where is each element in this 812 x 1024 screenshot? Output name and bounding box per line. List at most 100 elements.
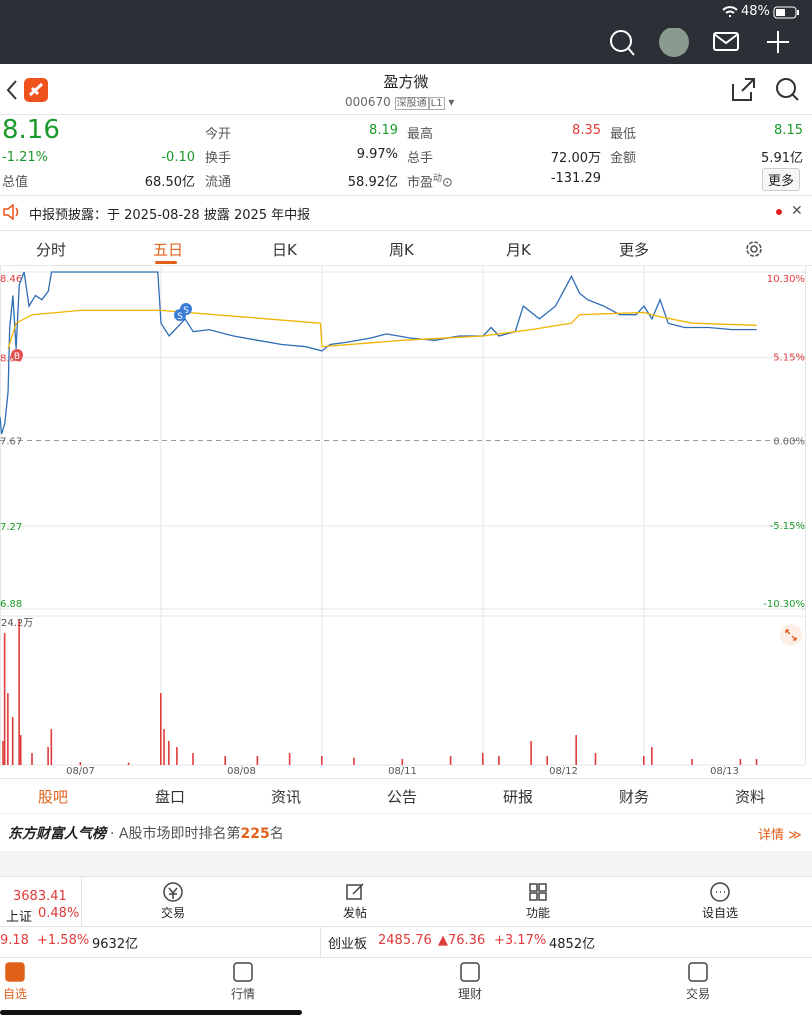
notice-dot: [776, 209, 782, 215]
icon: [163, 882, 183, 902]
icon: [710, 882, 730, 902]
tabbar-icon[interactable]: [232, 961, 254, 983]
price-line: [0, 271, 757, 435]
volume-bar: [755, 759, 758, 765]
trade-marker: [11, 349, 23, 361]
volume-bar: [546, 756, 548, 765]
ticker: 9.18 +1.58% 9632亿 创业板 2485.76 ▲76.36 +3.…: [0, 926, 812, 958]
info-tab[interactable]: 盘口: [155, 788, 186, 806]
toolbar-button[interactable]: 发帖: [342, 906, 367, 920]
banner-lead: · A股市场即时排名第: [110, 826, 241, 842]
settings-icon[interactable]: [744, 239, 764, 259]
volume-bar: [163, 729, 165, 765]
x-tick-label: 08/08: [227, 766, 256, 777]
volume-bar: [31, 753, 33, 765]
chart-tab[interactable]: 更多: [619, 241, 650, 259]
back-and-logo[interactable]: [4, 76, 52, 104]
volume-bar: [353, 757, 355, 765]
chart-tab[interactable]: 日K: [272, 241, 297, 259]
trade-marker-label: S: [177, 312, 183, 322]
spacer: [0, 851, 812, 876]
y-tick-label: 7.67: [0, 437, 22, 448]
top-actions[interactable]: [608, 28, 798, 58]
tabbar-icon[interactable]: [687, 961, 709, 983]
volume-bar: [11, 717, 14, 765]
expand-button[interactable]: [780, 624, 802, 646]
toolbar-button[interactable]: 交易: [160, 906, 185, 920]
icon: [529, 883, 547, 901]
chart-tab[interactable]: 分时: [36, 241, 67, 259]
ticker-value: 2485.76: [378, 933, 432, 948]
field-label: 今开: [205, 127, 232, 142]
volume-bar: [192, 753, 194, 765]
field-value: -131.29: [550, 171, 601, 186]
field-value: 9.97%: [356, 147, 398, 162]
info-tab[interactable]: 研报: [503, 788, 534, 806]
header-actions[interactable]: [730, 76, 802, 104]
tabbar-item[interactable]: 理财: [457, 987, 482, 1001]
tabbar-icon[interactable]: [4, 961, 26, 983]
tabbar-item[interactable]: 自选: [2, 987, 27, 1001]
x-tick-label: 08/12: [549, 766, 578, 777]
ticker-left-value: 9.18: [0, 933, 29, 948]
ticker-change: ▲76.36: [438, 933, 486, 948]
notice-text[interactable]: 中报预披露：于 2025-08-28 披露 2025 年中报: [29, 208, 311, 223]
change-pct: -1.21%: [2, 150, 48, 165]
volume-bar: [643, 756, 645, 765]
banner-suffix: 名: [269, 826, 284, 842]
divider: [81, 877, 82, 927]
y-tick-label: 8.06: [0, 353, 22, 364]
banner-detail[interactable]: 详情 ≫: [758, 828, 802, 843]
five-day-chart: 6.88 7.27 7.67 8.06 8.46 -10.30% -5.15% 0.00% 5.…: [0, 265, 806, 777]
info-tab[interactable]: 资讯: [271, 788, 302, 806]
toolbar-icon[interactable]: [709, 881, 731, 903]
field-value: 8.15: [774, 123, 803, 138]
volume-bar: [7, 693, 9, 765]
volume-bar: [168, 741, 170, 765]
field-label: 流通: [205, 175, 232, 190]
tabbar-item[interactable]: 交易: [685, 987, 710, 1001]
info-tab[interactable]: 股吧: [38, 788, 69, 806]
field-label: 最低: [610, 127, 637, 142]
volume-bar: [176, 747, 178, 765]
tabbar-icon[interactable]: [459, 961, 481, 983]
banner-text: · A股市场即时排名第225名: [110, 823, 284, 843]
banner[interactable]: 东方财富人气榜 · A股市场即时排名第225名 详情 ≫: [0, 813, 812, 852]
banner-brand: 东方财富人气榜: [8, 826, 106, 842]
tabbar-item[interactable]: 行情: [230, 987, 255, 1001]
chart-tab[interactable]: 月K: [506, 241, 531, 259]
toolbar-icon[interactable]: [527, 881, 549, 903]
volume-bar: [79, 762, 82, 765]
info-tab[interactable]: 公告: [387, 788, 418, 806]
toolbar-button[interactable]: 设自选: [701, 906, 738, 920]
chart-tab[interactable]: 周K: [389, 241, 414, 259]
index-name: 上证: [6, 910, 33, 925]
info-tab[interactable]: 资料: [735, 788, 766, 806]
speaker-icon: [3, 204, 19, 220]
icon: [346, 883, 364, 900]
last-price: 8.16: [2, 115, 60, 145]
field-value: 8.35: [572, 123, 601, 138]
price-line: [7, 309, 757, 349]
volume-bar: [498, 756, 500, 765]
ticker-left-amount: 9632亿: [92, 937, 139, 952]
field-label: 市盈动⊙: [407, 174, 453, 191]
chart-tab[interactable]: 五日: [153, 241, 184, 259]
toolbar-icon[interactable]: [162, 881, 184, 903]
ticker-name: 创业板: [328, 937, 368, 952]
y2-tick-label: 10.30%: [767, 274, 805, 285]
index-value: 3683.41: [13, 889, 67, 904]
volume-bar: [50, 729, 53, 765]
toolbar-icon[interactable]: [344, 881, 366, 903]
close-notice[interactable]: ✕: [791, 203, 803, 219]
toolbar-button[interactable]: 功能: [525, 906, 550, 920]
tab-underline: [155, 261, 177, 264]
icon: [688, 962, 708, 982]
more-button[interactable]: 更多: [762, 168, 801, 191]
volume-bar: [691, 759, 693, 765]
change: -0.10: [161, 150, 195, 165]
info-tab[interactable]: 财务: [619, 788, 650, 806]
volume-bar: [321, 756, 323, 765]
icon: [233, 962, 253, 982]
trade-marker: [174, 309, 186, 321]
